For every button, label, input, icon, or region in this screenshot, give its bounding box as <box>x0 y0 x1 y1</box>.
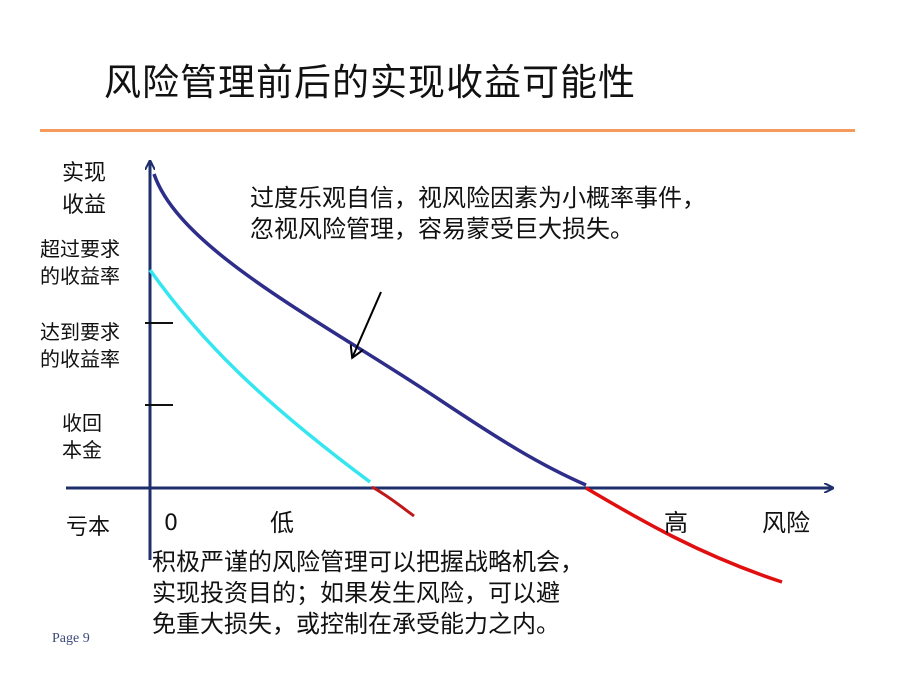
callout-arrow <box>353 291 382 356</box>
managed-annotation: 积极严谨的风险管理可以把握战略机会， 实现投资目的；如果发生风险，可以避 免重大… <box>152 548 584 638</box>
title-divider <box>40 129 855 132</box>
x-high-label: 高 <box>664 509 688 537</box>
unmanaged-curve <box>152 173 587 487</box>
managed-curve <box>148 268 372 484</box>
page-number: Page 9 <box>52 631 90 646</box>
level-label-meet: 达到要求 的收益率 <box>40 320 120 371</box>
level-label-principal: 收回 本金 <box>62 411 102 462</box>
x-low-label: 低 <box>270 509 294 537</box>
unmanaged-loss-curve <box>585 486 783 584</box>
page-title: 风险管理前后的实现收益可能性 <box>104 61 636 104</box>
level-label-exceed: 超过要求 的收益率 <box>40 237 120 288</box>
optimism-annotation: 过度乐观自信，视风险因素为小概率事件， 忽视风险管理，容易蒙受巨大损失。 <box>250 184 706 243</box>
loss-label: 亏本 <box>66 515 111 540</box>
y-axis-title: 实现 收益 <box>62 161 107 218</box>
managed-loss-curve <box>371 485 415 518</box>
x-axis-title: 风险 <box>762 509 810 537</box>
origin-label: 0 <box>164 511 178 536</box>
